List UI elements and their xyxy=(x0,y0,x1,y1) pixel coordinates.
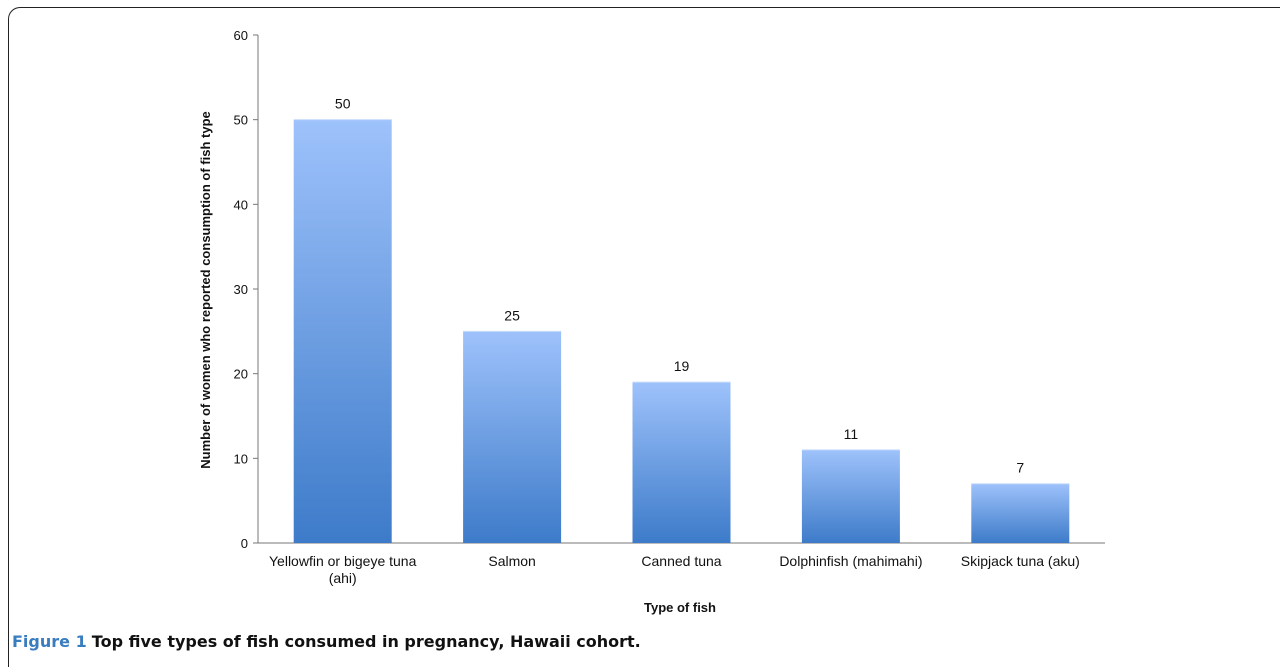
y-axis-title: Number of women who reported consumption… xyxy=(198,111,213,469)
y-tick-label: 60 xyxy=(234,28,248,43)
data-label: 11 xyxy=(844,426,859,442)
x-tick-label: (ahi) xyxy=(329,570,357,586)
bar xyxy=(293,119,392,544)
figure-label: Figure 1 xyxy=(12,632,87,651)
x-tick-label: Canned tuna xyxy=(641,553,721,569)
data-label: 7 xyxy=(1016,460,1024,476)
y-tick-label: 30 xyxy=(234,282,248,297)
x-tick-label: Skipjack tuna (aku) xyxy=(961,553,1080,569)
data-label: 25 xyxy=(504,307,520,323)
x-tick-label: Yellowfin or bigeye tuna xyxy=(269,553,417,569)
data-label: 50 xyxy=(335,96,351,112)
y-tick-label: 10 xyxy=(234,451,248,466)
bar xyxy=(971,483,1070,543)
bar xyxy=(632,382,731,543)
y-tick-label: 40 xyxy=(234,197,248,212)
data-label: 19 xyxy=(674,358,690,374)
bar-chart: 0 10 20 30 40 50 60 50 Yellowfin or bigeye tuna… xyxy=(198,28,1105,615)
figure-caption: Figure 1 Top five types of fish consumed… xyxy=(12,632,641,651)
y-tick-label: 0 xyxy=(241,536,248,551)
bar xyxy=(463,331,562,543)
x-tick-label: Dolphinfish (mahimahi) xyxy=(779,553,922,569)
figure-frame xyxy=(8,7,1280,667)
bar xyxy=(801,449,900,543)
y-tick-label: 20 xyxy=(234,367,248,382)
y-tick-label: 50 xyxy=(234,113,248,128)
x-axis-title: Type of fish xyxy=(644,600,716,615)
caption-text: Top five types of fish consumed in pregn… xyxy=(91,632,641,651)
x-tick-label: Salmon xyxy=(488,553,535,569)
